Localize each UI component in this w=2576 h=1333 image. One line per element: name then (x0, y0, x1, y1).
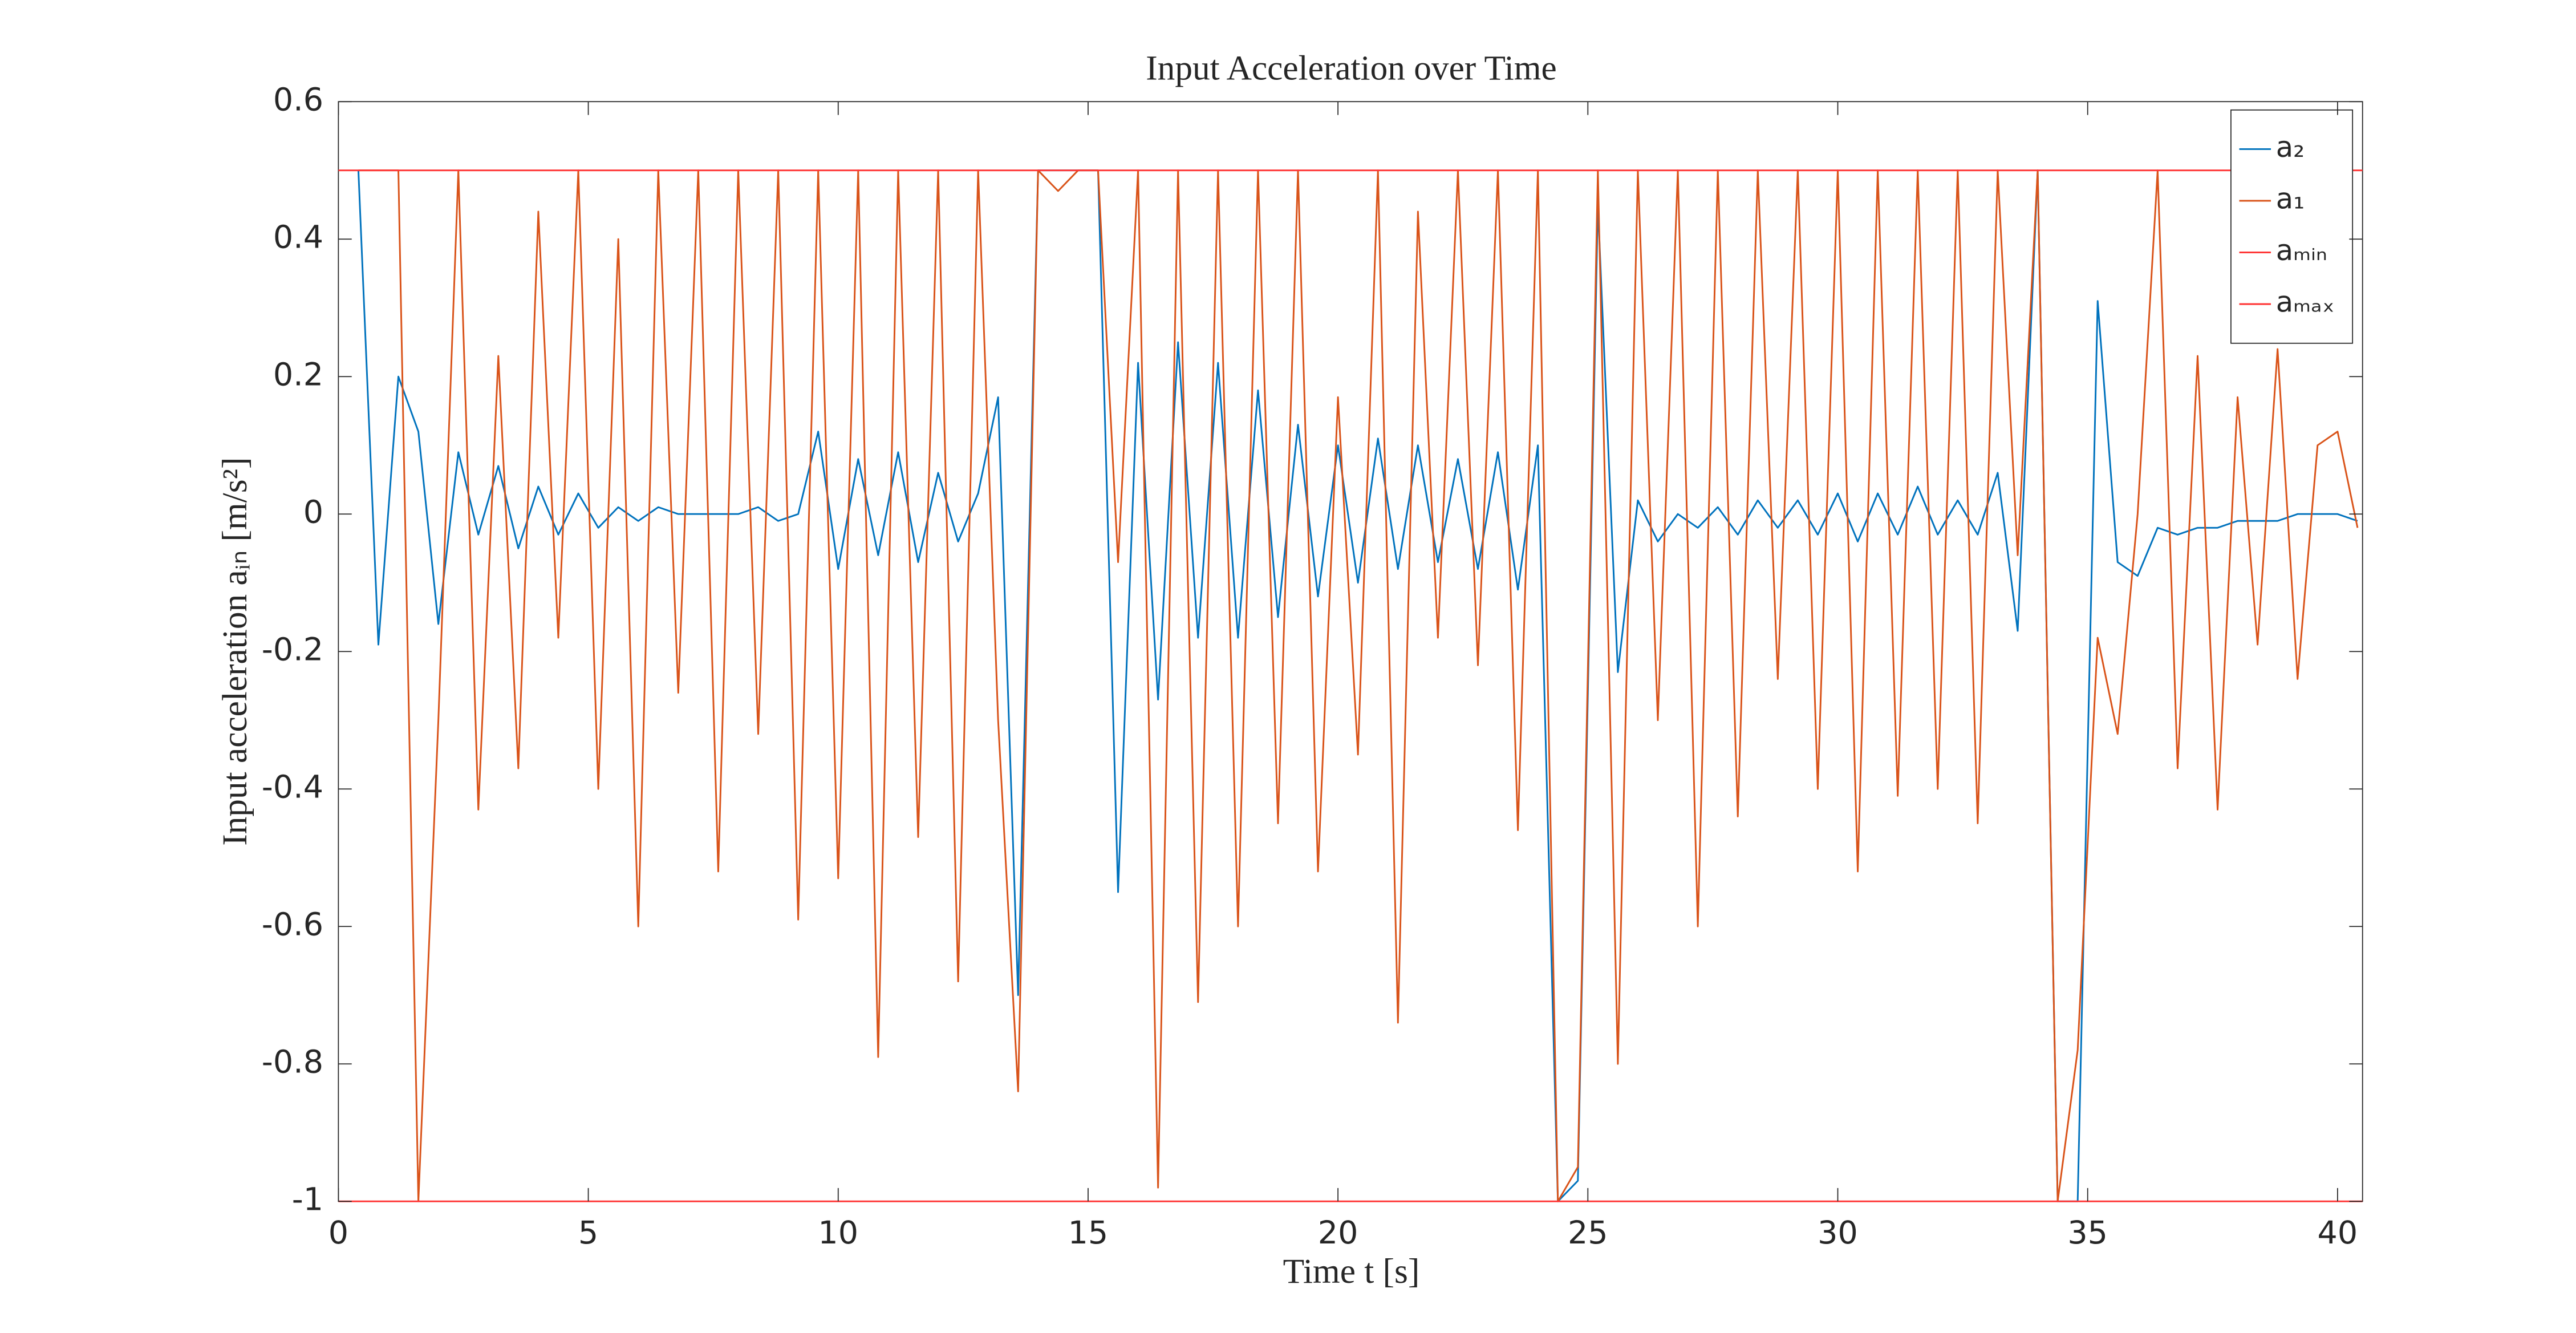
y-tick-label: -0.4 (262, 768, 323, 805)
legend-label: aₘₐₓ (2276, 286, 2335, 319)
y-tick-label: 0.6 (273, 81, 323, 118)
x-tick-label: 15 (1068, 1214, 1109, 1251)
x-tick-label: 30 (1818, 1214, 1858, 1251)
x-tick-label: 25 (1568, 1214, 1608, 1251)
y-tick-label: 0 (303, 493, 323, 530)
legend: a₂ a₁ aₘᵢₙ aₘₐₓ (2230, 109, 2354, 344)
y-tick-label: -1 (292, 1181, 323, 1218)
y-tick-label: -0.2 (262, 631, 323, 668)
plot-area (338, 169, 2363, 1202)
y-axis-label: Input acceleration aᵢₙ [m/s²] (216, 457, 254, 846)
axes: 0 5 10 15 20 25 30 35 40 -1 -0.8 -0.6 -0.4 -0.2 0 0.2 0.… (262, 81, 2363, 1251)
chart-title: Input Acceleration over Time (1146, 49, 1556, 88)
x-tick-label: 20 (1318, 1214, 1358, 1251)
series-line (357, 169, 2358, 1202)
series-line (358, 169, 2359, 1202)
axes-box (338, 101, 2363, 1202)
x-tick-label: 35 (2067, 1214, 2108, 1251)
x-tick-label: 0 (328, 1214, 348, 1251)
x-tick-label: 5 (578, 1214, 598, 1251)
legend-label: a₂ (2276, 131, 2305, 164)
y-tick-label: -0.6 (262, 906, 323, 943)
x-axis-label: Time t [s] (1283, 1252, 1420, 1291)
legend-label: a₁ (2276, 183, 2305, 216)
x-tick-label: 40 (2318, 1214, 2358, 1251)
y-tick-label: 0.4 (273, 218, 323, 256)
y-tick-label: 0.2 (273, 356, 323, 393)
legend-label: aₘᵢₙ (2276, 234, 2327, 267)
y-tick-label: -0.8 (262, 1043, 323, 1080)
x-tick-label: 10 (818, 1214, 858, 1251)
